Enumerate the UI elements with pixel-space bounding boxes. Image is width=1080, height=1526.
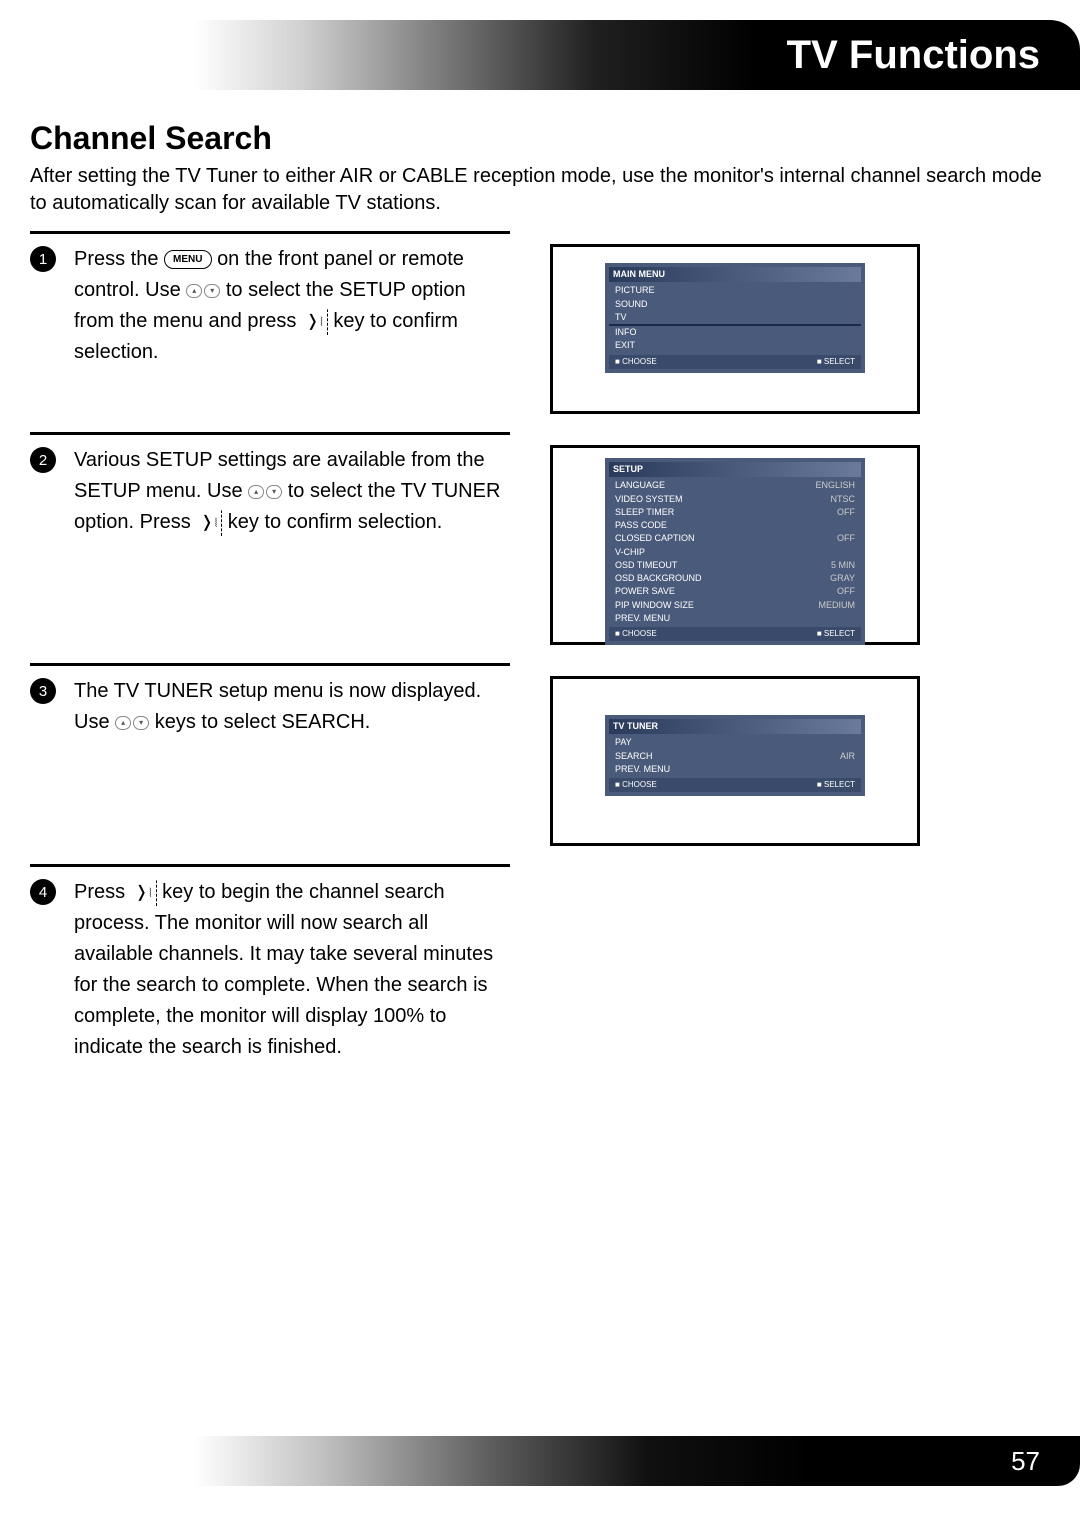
page-content: Channel Search After setting the TV Tune… bbox=[30, 120, 1050, 1081]
step-text: Press key to begin the channel search pr… bbox=[74, 877, 510, 1063]
osd-screenshot-1: MAIN MENU PICTURE SOUND TV INFO EXIT CHO… bbox=[550, 244, 920, 414]
top-banner: TV Functions bbox=[0, 20, 1080, 90]
step-3: 3 The TV TUNER setup menu is now display… bbox=[30, 676, 1050, 846]
enter-button-icon bbox=[131, 880, 157, 906]
up-down-buttons-icon: ▴▾ bbox=[248, 485, 282, 499]
step-text: Press the MENU on the front panel or rem… bbox=[74, 244, 510, 368]
osd-menu-item: PASS CODE bbox=[609, 519, 861, 532]
bottom-banner: 57 bbox=[0, 1436, 1080, 1486]
osd-menu-item: PREV. MENU bbox=[609, 763, 861, 776]
osd-menu-item: OSD TIMEOUT5 MIN bbox=[609, 559, 861, 572]
step-text: The TV TUNER setup menu is now displayed… bbox=[74, 676, 510, 738]
enter-button-icon bbox=[196, 510, 222, 536]
enter-button-icon bbox=[302, 309, 328, 335]
osd-menu-item: LANGUAGEENGLISH bbox=[609, 479, 861, 492]
osd-menu-item: V-CHIP bbox=[609, 546, 861, 559]
intro-text: After setting the TV Tuner to either AIR… bbox=[30, 163, 1050, 217]
step-2: 2 Various SETUP settings are available f… bbox=[30, 445, 1050, 645]
osd-menu-item: SLEEP TIMEROFF bbox=[609, 506, 861, 519]
up-down-buttons-icon: ▴▾ bbox=[186, 284, 220, 298]
osd-menu-item: PIP WINDOW SIZEMEDIUM bbox=[609, 599, 861, 612]
step-number: 4 bbox=[30, 879, 56, 905]
osd-menu-item: CLOSED CAPTIONOFF bbox=[609, 532, 861, 545]
divider bbox=[30, 663, 510, 666]
divider bbox=[30, 231, 510, 234]
step-text: Various SETUP settings are available fro… bbox=[74, 445, 510, 538]
step-number: 2 bbox=[30, 447, 56, 473]
osd-menu-item: POWER SAVEOFF bbox=[609, 585, 861, 598]
osd-menu-item: PREV. MENU bbox=[609, 612, 861, 625]
step-number: 3 bbox=[30, 678, 56, 704]
osd-screenshot-2: SETUP LANGUAGEENGLISHVIDEO SYSTEMNTSCSLE… bbox=[550, 445, 920, 645]
divider bbox=[30, 864, 510, 867]
banner-title: TV Functions bbox=[787, 33, 1040, 78]
section-title: Channel Search bbox=[30, 120, 1050, 157]
osd-screenshot-3: TV TUNER PAYSEARCHAIRPREV. MENU CHOOSESE… bbox=[550, 676, 920, 846]
osd-menu-item: OSD BACKGROUNDGRAY bbox=[609, 572, 861, 585]
page-number: 57 bbox=[1011, 1446, 1040, 1477]
up-down-buttons-icon: ▴▾ bbox=[115, 716, 149, 730]
step-number: 1 bbox=[30, 246, 56, 272]
osd-menu-item: PAY bbox=[609, 736, 861, 749]
osd-menu-item: VIDEO SYSTEMNTSC bbox=[609, 493, 861, 506]
menu-button-icon: MENU bbox=[164, 250, 211, 270]
osd-menu-item: SEARCHAIR bbox=[609, 750, 861, 763]
step-4: 4 Press key to begin the channel search … bbox=[30, 877, 1050, 1063]
step-1: 1 Press the MENU on the front panel or r… bbox=[30, 244, 1050, 414]
divider bbox=[30, 432, 510, 435]
